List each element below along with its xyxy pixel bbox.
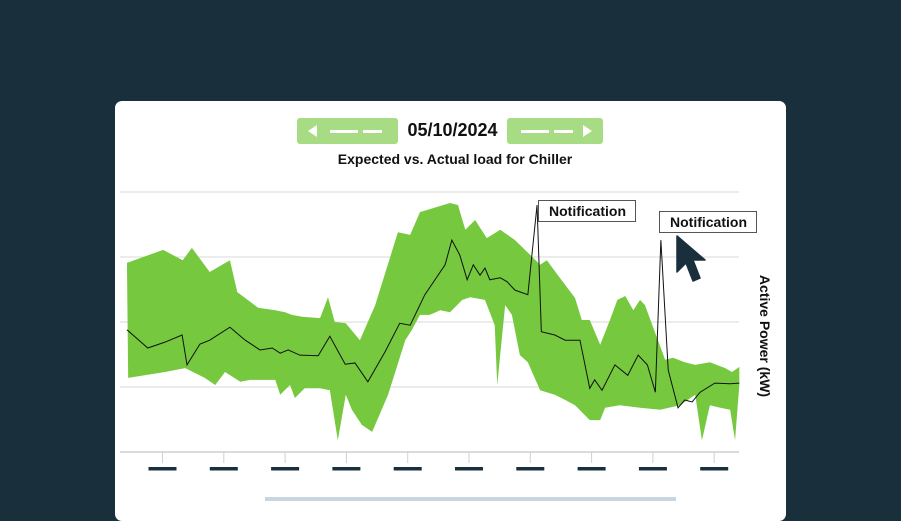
previous-day-button[interactable] (297, 118, 398, 144)
triangle-right-icon (583, 125, 592, 137)
x-tick-label-redacted (271, 467, 300, 471)
y-axis-label: Active Power (kW) (757, 274, 773, 398)
redacted-label (363, 130, 382, 133)
chart-plot (120, 191, 740, 471)
x-tick-label-redacted (516, 467, 545, 471)
notification-label[interactable]: Notification (659, 211, 757, 233)
actual-load-line (126, 204, 740, 409)
x-tick-label-redacted (209, 467, 238, 471)
notification-label[interactable]: Notification (538, 200, 636, 222)
x-tick-label-redacted (332, 467, 361, 471)
x-tick-label-redacted (638, 467, 667, 471)
next-day-button[interactable] (507, 118, 603, 144)
x-tick-label-redacted (148, 467, 177, 471)
redacted-label (330, 130, 358, 133)
x-tick-label-redacted (455, 467, 483, 471)
current-date: 05/10/2024 (407, 120, 498, 140)
mouse-cursor-icon (676, 235, 706, 282)
redacted-label (554, 130, 573, 133)
expected-range-band (126, 203, 740, 441)
x-tick-label-redacted (700, 467, 729, 471)
x-tick-label-redacted (577, 467, 606, 471)
redacted-label (521, 130, 549, 133)
horizontal-scrollbar[interactable] (265, 497, 676, 501)
chart-title: Expected vs. Actual load for Chiller (337, 151, 573, 167)
x-tick-label-redacted (393, 467, 422, 471)
triangle-left-icon (308, 125, 317, 137)
